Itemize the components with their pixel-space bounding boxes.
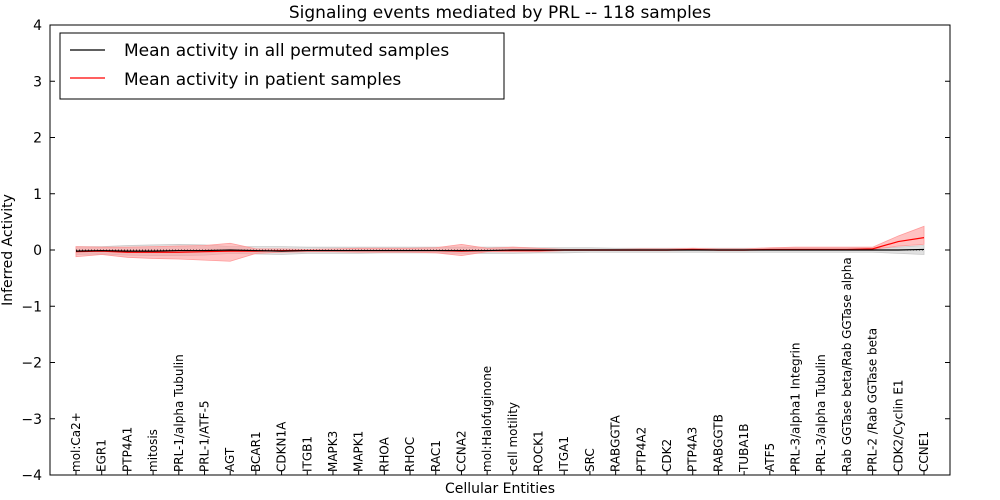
x-tick-label: ROCK1 [532, 430, 546, 472]
legend-box [59, 32, 505, 100]
x-axis-label: Cellular Entities [445, 481, 555, 497]
permuted-mean-line [75, 248, 925, 252]
patient-band [75, 225, 925, 262]
x-tick-label: PRL-1/alpha Tubulin [172, 354, 186, 472]
x-tick-label: ATF5 [763, 443, 777, 472]
x-tick-label: PRL-1/ATF-5 [198, 400, 212, 472]
x-tick-label: PRL-3/alpha1 Integrin [789, 343, 803, 473]
x-tick-label: RAC1 [429, 440, 443, 472]
legend-label-patient: Mean activity in patient samples [124, 70, 401, 90]
x-tick-label: CCNE1 [917, 431, 931, 472]
x-tick-label: AGT [223, 447, 237, 472]
x-tick-label: mol:Halofuginone [480, 366, 494, 472]
x-tick-label: PTP4A3 [686, 427, 700, 472]
x-tick-label: CDK2 [660, 439, 674, 472]
series-lines [75, 237, 925, 253]
x-tick-label: mitosis [146, 429, 160, 472]
x-tick-label: Rab GGTase beta/Rab GGTase alpha [840, 257, 854, 472]
x-tick-label: MAPK1 [352, 431, 366, 472]
legend: Mean activity in all permuted samples Me… [59, 32, 505, 100]
x-tick-label: BCAR1 [249, 431, 263, 472]
x-tick-label: CDKN1A [275, 421, 289, 472]
y-axis: −4 −3 −2 −1 0 1 2 3 4 [21, 18, 950, 484]
x-tick-label: ITGA1 [557, 436, 571, 472]
x-tick-label: RABGGTB [711, 414, 725, 472]
x-tick-label: mol:Ca2+ [69, 412, 83, 472]
x-tick-label: RHOC [403, 437, 417, 472]
x-tick-label: SRC [583, 448, 597, 472]
chart-title: Signaling events mediated by PRL -- 118 … [289, 3, 711, 23]
y-tick-label: 1 [33, 187, 42, 203]
x-tick-label: MAPK3 [326, 431, 340, 472]
x-tick-label: CDK2/Cyclin E1 [891, 379, 905, 472]
y-tick-label: 3 [33, 74, 42, 90]
x-tick-label: RABGGTA [609, 414, 623, 472]
x-tick-label: PTP4A2 [634, 427, 648, 472]
y-tick-label: 4 [33, 18, 42, 34]
x-tick-label: EGR1 [95, 439, 109, 472]
x-tick-label: cell motility [506, 402, 520, 472]
y-tick-label: −3 [21, 412, 42, 428]
y-tick-label: −1 [21, 299, 42, 315]
x-tick-label: CCNA2 [455, 430, 469, 472]
x-tick-label: PTP4A1 [120, 427, 134, 472]
y-tick-label: −2 [21, 356, 42, 372]
y-axis-label: Inferred Activity [0, 194, 16, 306]
x-tick-label: ITGB1 [300, 436, 314, 472]
y-tick-label: 0 [33, 243, 42, 259]
legend-label-permuted: Mean activity in all permuted samples [124, 41, 449, 61]
y-tick-label: −4 [21, 468, 42, 484]
x-tick-label: PRL-3/alpha Tubulin [814, 354, 828, 472]
x-axis-tick-labels: mol:Ca2+ EGR1 PTP4A1 mitosis PRL-1/alpha Tub… [69, 257, 931, 475]
x-tick-label: TUBA1B [737, 424, 751, 473]
y-tick-label: 2 [33, 131, 42, 147]
x-tick-label: PRL-2 /Rab GGTase beta [866, 328, 880, 472]
x-tick-label: RHOA [377, 436, 391, 472]
